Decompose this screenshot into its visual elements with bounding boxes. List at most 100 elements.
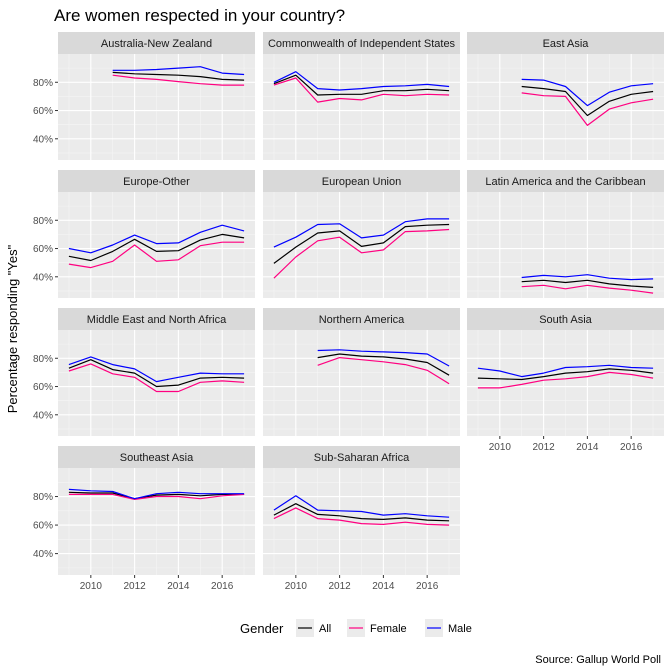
strip-background	[467, 308, 664, 330]
panel-title: Europe-Other	[123, 176, 190, 188]
panel-title: South Asia	[539, 314, 592, 326]
series-line-male	[273, 218, 450, 248]
legend: Gender All Female Male	[240, 619, 472, 637]
y-tick-label: 40%	[33, 134, 53, 145]
x-tick-label: 2016	[416, 581, 439, 592]
panel-title: Latin America and the Caribbean	[485, 176, 645, 188]
strip-background	[263, 446, 460, 468]
panel-middle-east-and-north-africa: Middle East and North Africa 40% 60% 80%	[33, 308, 255, 436]
x-tick-label: 2012	[123, 581, 146, 592]
y-tick-label: 60%	[33, 244, 53, 255]
panel-commonwealth-of-independent-states: Commonwealth of Independent States	[263, 32, 460, 160]
panel-title: Sub-Saharan Africa	[314, 452, 410, 464]
series-line-female	[317, 357, 450, 385]
source-caption: Source: Gallup World Poll	[535, 654, 661, 666]
series-line-male	[68, 224, 245, 254]
series-line-female	[273, 507, 450, 526]
x-tick-label: 2016	[620, 442, 643, 453]
y-tick-label: 60%	[33, 521, 53, 532]
series-line-male	[521, 78, 654, 107]
panel-south-asia: South Asia 2010 2012 2014 2016	[467, 308, 664, 453]
panel-title: Southeast Asia	[120, 452, 194, 464]
series-line-all	[112, 71, 245, 81]
y-tick-label: 40%	[33, 410, 53, 421]
legend-label-all: All	[319, 623, 331, 635]
panel-northern-america: Northern America	[263, 308, 460, 436]
series-line-female	[68, 241, 245, 269]
series-line-female	[68, 363, 245, 393]
panel-title: Commonwealth of Independent States	[268, 38, 456, 50]
strip-background	[58, 308, 255, 330]
series-line-male	[273, 71, 450, 91]
x-tick-label: 2010	[285, 581, 308, 592]
series-line-male	[112, 66, 245, 76]
series-line-female	[68, 493, 245, 500]
strip-background	[58, 170, 255, 192]
series-line-female	[521, 284, 654, 294]
series-line-all	[521, 85, 654, 117]
strip-background	[58, 446, 255, 468]
y-tick-label: 80%	[33, 354, 53, 365]
series-line-male	[477, 364, 654, 378]
strip-background	[58, 32, 255, 54]
panel-latin-america-and-the-caribbean: Latin America and the Caribbean	[467, 170, 664, 298]
x-tick-label: 2010	[489, 442, 512, 453]
series-line-all	[273, 74, 450, 96]
strip-background	[467, 170, 664, 192]
series-line-all	[68, 359, 245, 388]
strip-background	[263, 308, 460, 330]
panel-title: Northern America	[319, 314, 405, 326]
panel-title: Australia-New Zealand	[101, 38, 212, 50]
series-line-all	[68, 491, 245, 500]
legend-title: Gender	[240, 621, 284, 636]
series-line-all	[273, 503, 450, 522]
x-tick-label: 2016	[211, 581, 234, 592]
panel-title: European Union	[322, 176, 402, 188]
series-line-all	[68, 233, 245, 262]
panel-european-union: European Union	[263, 170, 460, 298]
panel-southeast-asia: Southeast Asia 40% 60% 80% 2010 2012 2014 2016	[33, 446, 255, 592]
strip-background	[263, 32, 460, 54]
x-tick-label: 2012	[532, 442, 555, 453]
y-tick-label: 60%	[33, 382, 53, 393]
series-line-female	[273, 77, 450, 103]
y-tick-label: 80%	[33, 492, 53, 503]
y-tick-label: 40%	[33, 549, 53, 560]
series-line-male	[68, 356, 245, 383]
series-line-female	[477, 371, 654, 389]
y-tick-label: 80%	[33, 216, 53, 227]
y-tick-label: 60%	[33, 106, 53, 117]
legend-label-male: Male	[448, 623, 472, 635]
y-axis-label: Percentage responding "Yes"	[5, 244, 20, 413]
panel-sub-saharan-africa: Sub-Saharan Africa 2010 2012 2014 2016	[263, 446, 460, 592]
strip-background	[263, 170, 460, 192]
series-line-female	[273, 228, 450, 279]
panel-east-asia: East Asia	[467, 32, 664, 160]
x-tick-label: 2014	[576, 442, 599, 453]
series-line-male	[317, 349, 450, 367]
y-tick-label: 40%	[33, 272, 53, 283]
chart-title: Are women respected in your country?	[54, 6, 345, 25]
series-line-male	[68, 488, 245, 500]
panel-europe-other: Europe-Other 40% 60% 80%	[33, 170, 255, 298]
x-tick-label: 2014	[167, 581, 190, 592]
panel-title: East Asia	[543, 38, 590, 50]
panel-title: Middle East and North Africa	[87, 314, 227, 326]
x-tick-label: 2010	[80, 581, 103, 592]
legend-label-female: Female	[370, 623, 407, 635]
series-line-all	[317, 353, 450, 376]
series-line-male	[521, 274, 654, 281]
x-tick-label: 2012	[328, 581, 351, 592]
series-line-female	[521, 92, 654, 127]
y-tick-label: 80%	[33, 78, 53, 89]
series-line-all	[521, 279, 654, 288]
series-line-all	[477, 368, 654, 381]
facet-panels: Australia-New Zealand 40% 60% 80% Commonweal…	[33, 32, 664, 592]
series-line-male	[273, 495, 450, 518]
strip-background	[467, 32, 664, 54]
series-line-female	[112, 74, 245, 86]
panel-australia-new-zealand: Australia-New Zealand 40% 60% 80%	[33, 32, 255, 160]
x-tick-label: 2014	[372, 581, 395, 592]
series-line-all	[273, 223, 450, 264]
